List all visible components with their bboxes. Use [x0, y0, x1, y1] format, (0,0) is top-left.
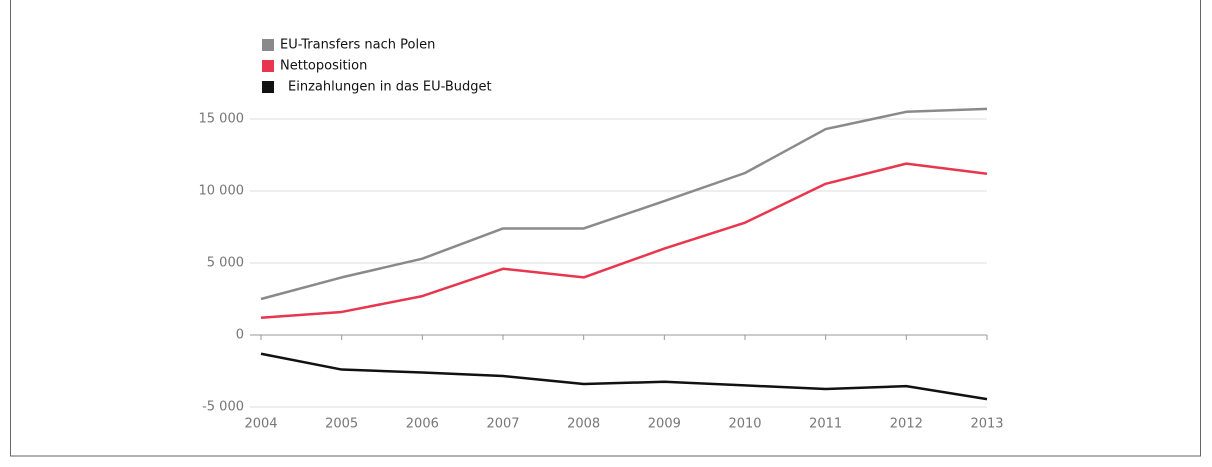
legend-swatch [262, 39, 274, 51]
legend-label: EU-Transfers nach Polen [280, 38, 435, 53]
y-tick-label: 15 000 [199, 112, 245, 127]
legend-swatch [262, 81, 274, 93]
x-tick-label: 2005 [325, 417, 358, 432]
y-tick-label: 10 000 [199, 184, 245, 199]
series-line [260, 107, 988, 301]
legend-label: Einzahlungen in das EU-Budget [288, 80, 492, 95]
x-tick-label: 2009 [648, 417, 681, 432]
x-tick-label: 2013 [970, 417, 1003, 432]
frame [10, 0, 1201, 457]
x-tick-label: 2008 [567, 417, 600, 432]
legend-swatch [262, 60, 274, 72]
x-tick-label: 2012 [890, 417, 923, 432]
series-line [260, 352, 988, 401]
x-tick-label: 2007 [486, 417, 519, 432]
series-line [260, 162, 988, 319]
y-tick-label: -5 000 [202, 400, 244, 415]
x-tick-label: 2010 [728, 417, 761, 432]
x-tick-label: 2004 [244, 417, 277, 432]
x-tick-label: 2011 [809, 417, 842, 432]
y-tick-label: 5 000 [207, 256, 244, 271]
x-tick-label: 2006 [406, 417, 439, 432]
y-tick-label: 0 [236, 328, 244, 343]
legend-label: Nettoposition [280, 59, 367, 74]
